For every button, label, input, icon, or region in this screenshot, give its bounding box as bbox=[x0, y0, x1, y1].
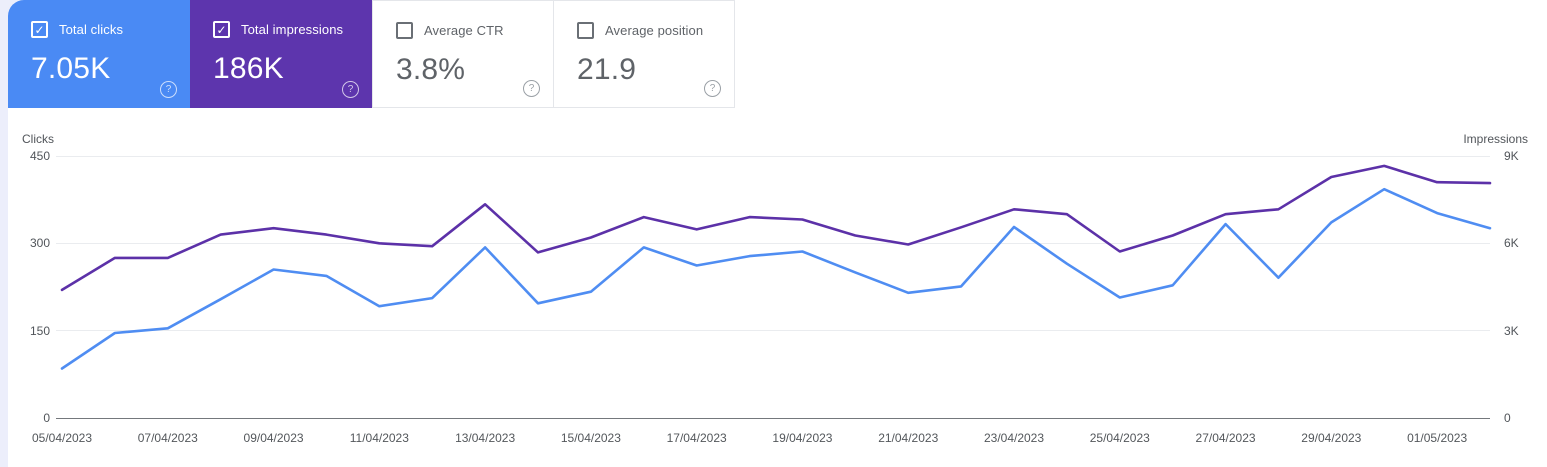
total-clicks-value: 7.05K bbox=[31, 52, 111, 85]
total-clicks-label: Total clicks bbox=[59, 22, 124, 37]
average-position-checkbox[interactable] bbox=[577, 22, 594, 39]
right-axis-title: Impressions bbox=[1463, 132, 1528, 146]
metric-card-average-ctr[interactable]: Average CTR 3.8% ? bbox=[372, 0, 554, 108]
series-line-impressions bbox=[60, 164, 1492, 292]
total-impressions-label: Total impressions bbox=[241, 22, 344, 37]
help-icon[interactable]: ? bbox=[523, 80, 540, 97]
average-ctr-checkbox[interactable] bbox=[396, 22, 413, 39]
average-ctr-value: 3.8% bbox=[396, 53, 466, 86]
metric-card-total-clicks[interactable]: ✓ Total clicks 7.05K ? bbox=[8, 0, 190, 108]
average-position-label: Average position bbox=[605, 23, 704, 38]
series-line-clicks bbox=[60, 187, 1492, 370]
average-ctr-label: Average CTR bbox=[424, 23, 504, 38]
help-icon[interactable]: ? bbox=[704, 80, 721, 97]
left-axis-title: Clicks bbox=[22, 132, 54, 146]
metric-card-average-position[interactable]: Average position 21.9 ? bbox=[553, 0, 735, 108]
total-clicks-checkbox[interactable]: ✓ bbox=[31, 21, 48, 38]
total-impressions-value: 186K bbox=[213, 52, 284, 85]
help-icon[interactable]: ? bbox=[160, 81, 177, 98]
total-impressions-checkbox[interactable]: ✓ bbox=[213, 21, 230, 38]
help-icon[interactable]: ? bbox=[342, 81, 359, 98]
metric-card-total-impressions[interactable]: ✓ Total impressions 186K ? bbox=[190, 0, 372, 108]
metric-cards-row: ✓ Total clicks 7.05K ? ✓ Total impressio… bbox=[8, 0, 735, 108]
average-position-value: 21.9 bbox=[577, 53, 637, 86]
